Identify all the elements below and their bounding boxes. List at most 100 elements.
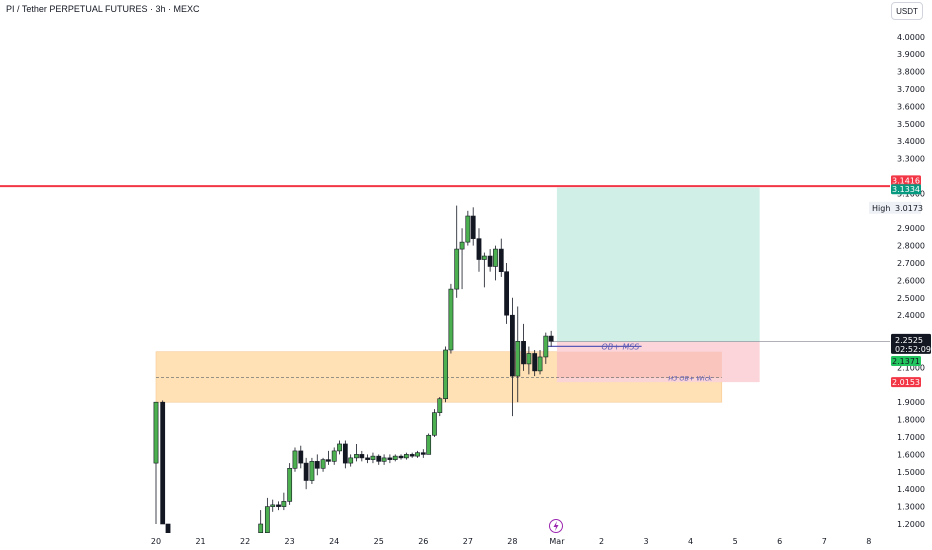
- candle[interactable]: [476, 228, 482, 272]
- candle[interactable]: [370, 452, 376, 464]
- candle[interactable]: [160, 400, 166, 525]
- last-price-tag-bg: [891, 333, 931, 354]
- currency-button[interactable]: USDT: [891, 2, 923, 20]
- candle[interactable]: [532, 350, 538, 377]
- candle[interactable]: [521, 323, 526, 371]
- candle[interactable]: [465, 210, 471, 246]
- y-tick-label: 1.9000: [897, 398, 925, 407]
- candle[interactable]: [526, 346, 532, 375]
- x-tick-label: 21: [195, 537, 205, 546]
- candle[interactable]: [348, 454, 354, 467]
- x-tick-label: 20: [151, 537, 161, 546]
- candle[interactable]: [509, 297, 515, 417]
- candle[interactable]: [264, 497, 270, 534]
- x-tick-label: 27: [463, 537, 473, 546]
- candle-body: [532, 353, 538, 372]
- candle[interactable]: [342, 440, 348, 469]
- candle[interactable]: [354, 443, 359, 462]
- target-price-tag: 3.1334: [892, 185, 920, 194]
- candle-body: [381, 457, 387, 462]
- target-zone[interactable]: [556, 187, 760, 342]
- candle[interactable]: [381, 454, 387, 465]
- candle-body: [365, 457, 371, 460]
- candle-body: [281, 501, 287, 507]
- candle[interactable]: [303, 457, 309, 490]
- candle[interactable]: [415, 450, 420, 458]
- candle[interactable]: [470, 207, 476, 246]
- candle[interactable]: [515, 306, 521, 403]
- candle[interactable]: [365, 454, 371, 464]
- candle[interactable]: [548, 330, 554, 347]
- candle-body: [465, 215, 471, 243]
- candle-body: [398, 455, 404, 459]
- y-tick-label: 3.4000: [897, 137, 925, 146]
- y-tick-label: 2.7000: [897, 259, 925, 268]
- x-tick-label: Mar: [549, 537, 565, 546]
- stop-price-tag: 2.0153: [892, 378, 920, 387]
- candle[interactable]: [281, 492, 287, 511]
- candle-body: [287, 468, 293, 502]
- candle[interactable]: [165, 523, 171, 533]
- candle[interactable]: [287, 463, 293, 505]
- candle[interactable]: [481, 252, 487, 288]
- candle[interactable]: [448, 283, 454, 354]
- candle[interactable]: [276, 501, 281, 511]
- candle-body: [392, 455, 398, 460]
- candle[interactable]: [309, 457, 315, 484]
- candle[interactable]: [298, 445, 304, 469]
- candle[interactable]: [459, 228, 465, 290]
- candle[interactable]: [498, 238, 504, 277]
- x-tick-label: 22: [240, 537, 250, 546]
- candle[interactable]: [387, 454, 393, 464]
- high-label: High: [872, 204, 890, 213]
- x-tick-label: 3: [644, 537, 649, 546]
- candle-body: [303, 462, 309, 481]
- candle[interactable]: [437, 396, 443, 417]
- candle[interactable]: [326, 450, 331, 465]
- candle[interactable]: [320, 457, 326, 472]
- candle[interactable]: [543, 332, 549, 364]
- candle-body: [526, 353, 532, 365]
- candle-body: [387, 457, 393, 460]
- candle[interactable]: [292, 447, 298, 472]
- candle[interactable]: [403, 452, 409, 460]
- candle[interactable]: [314, 454, 320, 476]
- candle-body: [264, 506, 270, 534]
- lightning-icon[interactable]: [549, 519, 563, 533]
- x-tick-label: 24: [329, 537, 339, 546]
- candle[interactable]: [337, 440, 342, 455]
- candle-body: [370, 455, 376, 460]
- y-tick-label: 1.8000: [897, 416, 925, 425]
- x-tick-label: 4: [688, 537, 693, 546]
- y-tick-label: 1.5000: [897, 468, 925, 477]
- candle[interactable]: [537, 350, 543, 375]
- candle[interactable]: [504, 263, 510, 324]
- candle[interactable]: [258, 510, 264, 533]
- candle[interactable]: [359, 450, 365, 462]
- candle[interactable]: [270, 499, 276, 512]
- candle[interactable]: [487, 249, 493, 272]
- candle[interactable]: [420, 449, 426, 458]
- candle[interactable]: [432, 409, 437, 437]
- candle[interactable]: [493, 245, 498, 281]
- candle-body: [342, 443, 348, 464]
- candle[interactable]: [398, 454, 404, 460]
- candle-body: [314, 461, 320, 469]
- low-price-tag: 2.1371: [892, 357, 920, 366]
- candle[interactable]: [454, 205, 460, 298]
- candle[interactable]: [392, 454, 398, 462]
- candle[interactable]: [153, 401, 159, 524]
- candle[interactable]: [331, 447, 337, 465]
- candle[interactable]: [376, 454, 382, 465]
- candle-body: [459, 241, 465, 250]
- x-tick-label: 7: [822, 537, 827, 546]
- x-tick-label: 5: [733, 537, 738, 546]
- candle-body: [493, 248, 498, 267]
- candle[interactable]: [426, 433, 432, 455]
- last-price: 2.2525: [895, 336, 923, 345]
- x-tick-label: 2: [599, 537, 604, 546]
- candle[interactable]: [409, 452, 415, 458]
- candle[interactable]: [443, 346, 448, 403]
- candle-body: [426, 434, 432, 455]
